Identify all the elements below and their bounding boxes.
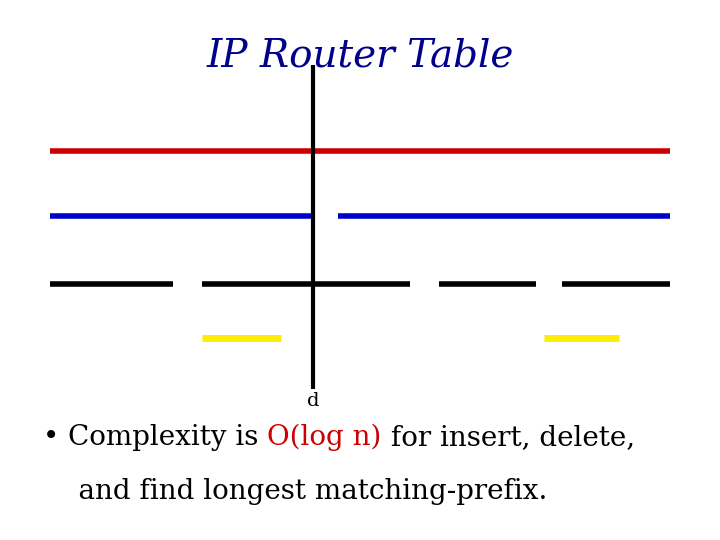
Text: O(log n): O(log n) [267, 424, 382, 451]
Text: • Complexity is: • Complexity is [43, 424, 267, 451]
Text: IP Router Table: IP Router Table [207, 38, 513, 75]
Text: for insert, delete,: for insert, delete, [382, 424, 635, 451]
Text: d: d [307, 392, 320, 409]
Text: and find longest matching-prefix.: and find longest matching-prefix. [43, 478, 548, 505]
